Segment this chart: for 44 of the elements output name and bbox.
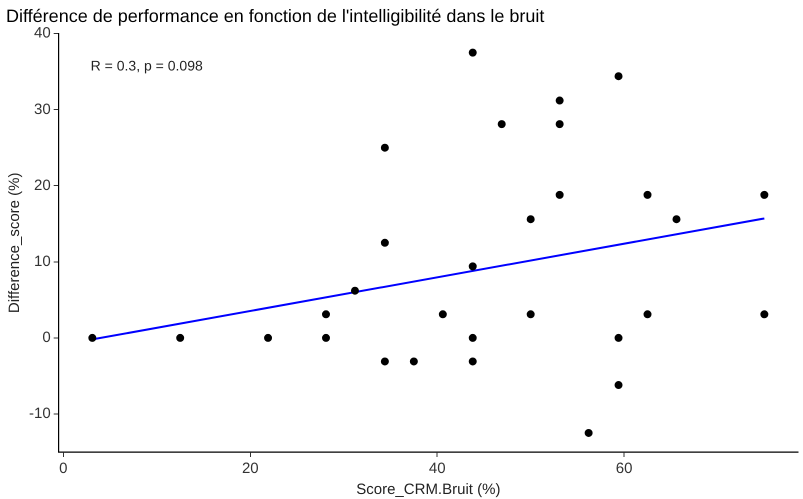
point bbox=[556, 190, 564, 199]
point bbox=[584, 428, 593, 437]
y-tick-label: 0 bbox=[42, 329, 51, 346]
point bbox=[526, 215, 535, 224]
x-axis-title: Score_CRM.Bruit (%) bbox=[356, 481, 500, 498]
point bbox=[380, 144, 389, 152]
point bbox=[176, 334, 184, 342]
point bbox=[556, 120, 564, 128]
point bbox=[88, 334, 96, 342]
x-tick-label: 20 bbox=[242, 460, 259, 478]
point bbox=[468, 262, 477, 270]
point bbox=[526, 310, 535, 318]
point bbox=[322, 310, 330, 318]
point bbox=[498, 120, 506, 128]
point bbox=[380, 357, 389, 366]
point bbox=[760, 310, 768, 318]
point bbox=[614, 72, 623, 80]
point bbox=[556, 96, 564, 105]
chart-title: Différence de performance en fonction de l'intelligibilité dans le bruit bbox=[6, 6, 544, 26]
y-tick-label: 40 bbox=[34, 24, 51, 42]
point bbox=[264, 334, 272, 342]
point bbox=[644, 190, 652, 199]
point bbox=[614, 334, 623, 342]
point bbox=[468, 334, 477, 342]
annotation: R = 0.3, p = 0.098 bbox=[90, 57, 203, 74]
y-axis-title: Difference_score (%) bbox=[6, 172, 24, 314]
y-tick-label: 10 bbox=[34, 252, 51, 270]
x-tick-label: 60 bbox=[616, 460, 632, 478]
point bbox=[350, 286, 359, 295]
point bbox=[672, 215, 680, 224]
point bbox=[644, 310, 652, 318]
point bbox=[438, 310, 447, 318]
x-tick-label: 40 bbox=[428, 460, 446, 478]
point bbox=[614, 381, 623, 390]
y-tick-label: 20 bbox=[34, 176, 51, 194]
y-tick-label: 30 bbox=[34, 100, 51, 118]
point bbox=[322, 334, 330, 342]
point bbox=[760, 190, 768, 199]
point bbox=[410, 357, 418, 366]
point bbox=[468, 357, 477, 366]
x-tick-label: 0 bbox=[59, 460, 68, 478]
point bbox=[468, 48, 477, 57]
point bbox=[380, 238, 389, 247]
y-tick-label: -10 bbox=[28, 405, 51, 422]
